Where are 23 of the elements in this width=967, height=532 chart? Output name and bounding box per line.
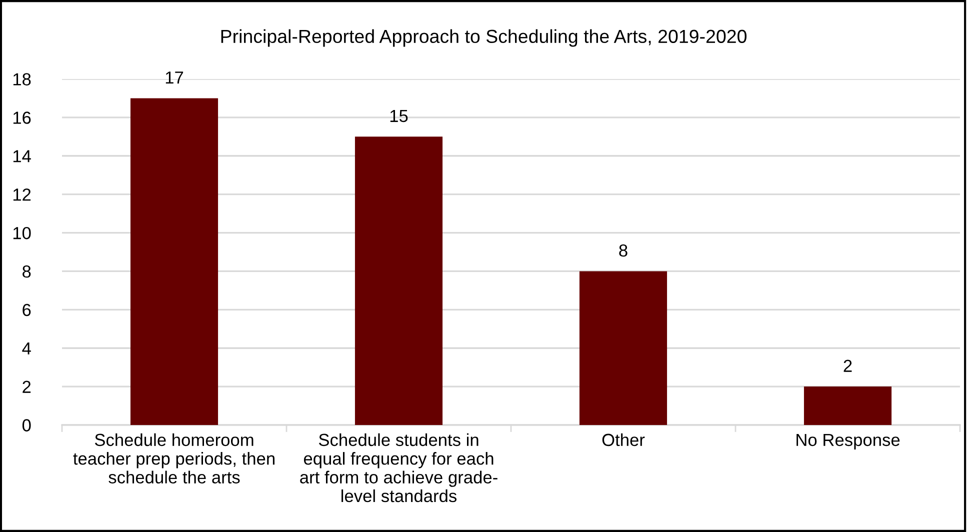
data-label: 2 xyxy=(844,360,852,372)
y-tick-label: 6 xyxy=(22,304,31,316)
y-tick-label: 18 xyxy=(13,73,31,86)
bar xyxy=(130,98,218,425)
y-tick-label: 8 xyxy=(22,265,31,278)
y-tick-label: 12 xyxy=(13,188,31,201)
x-tick-label: No Response xyxy=(796,434,900,450)
x-tick-label: Schedule homeroom teacher prep periods, then schedule the arts xyxy=(73,433,274,484)
data-label: 15 xyxy=(390,110,408,122)
bar xyxy=(579,271,668,425)
bar xyxy=(804,386,892,425)
x-tick-label: Schedule students in equal frequency for each art form to achieve grade- level standards xyxy=(300,433,498,502)
y-tick-label: 10 xyxy=(13,226,31,240)
y-tick-label: 0 xyxy=(22,419,31,432)
y-tick-label: 14 xyxy=(13,150,31,162)
chart-title: Principal-Reported Approach to Scheduling the Arts, 2019-2020 xyxy=(221,29,746,47)
x-tick-label: Other xyxy=(602,433,645,446)
y-tick-label: 2 xyxy=(22,380,31,393)
bar xyxy=(354,136,443,425)
data-label: 8 xyxy=(619,244,628,257)
y-tick-label: 4 xyxy=(22,342,31,354)
y-tick-label: 16 xyxy=(13,112,31,124)
data-label: 17 xyxy=(166,72,184,84)
